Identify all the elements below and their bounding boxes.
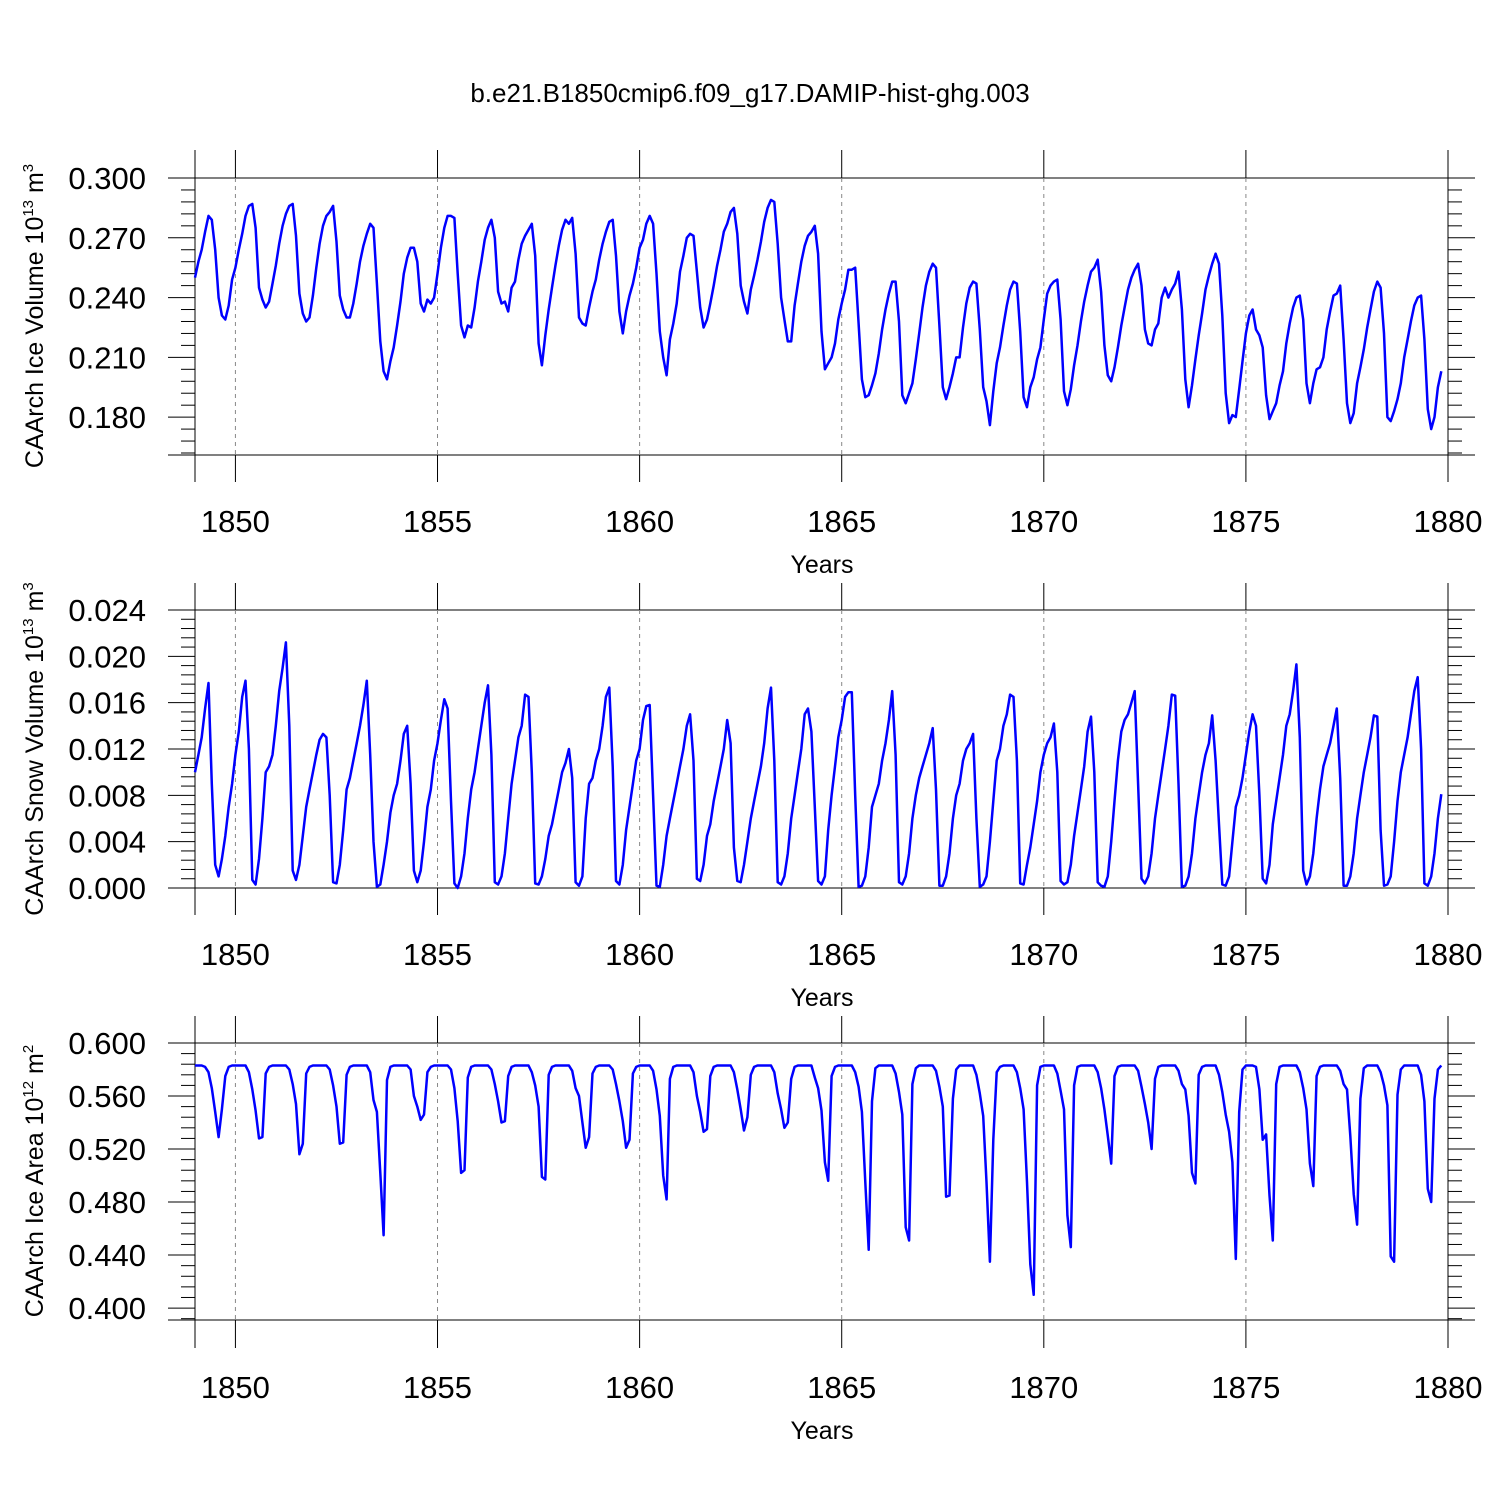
ice-area-series-line [195,1064,1443,1297]
snow-volume-ylabel-part: m [21,591,49,619]
snow-volume-ylabel-part: CAArch Snow Volume 10 [21,635,49,916]
ice-area-ylabel-part: m [21,1053,49,1081]
ice-area-xtick-label: 1875 [1211,1370,1280,1405]
ice-area-ytick-label: 0.480 [68,1185,146,1220]
ice-volume-xtick-label: 1855 [403,504,472,539]
snow-volume-xtick-label: 1850 [201,937,270,972]
ice-area-xtick-label: 1865 [807,1370,876,1405]
ice-volume-xtick-label: 1880 [1414,504,1483,539]
snow-volume-xtick-label: 1880 [1414,937,1483,972]
ice-volume-ylabel: CAArch Ice Volume 1013 m3 [20,164,49,468]
figure-title: b.e21.B1850cmip6.f09_g17.DAMIP-hist-ghg.… [470,78,1030,108]
ice-volume-ylabel-part: CAArch Ice Volume 10 [21,217,49,469]
snow-volume-ytick-label: 0.004 [68,825,146,860]
ice-area-xtick-label: 1855 [403,1370,472,1405]
ice-volume-xtick-label: 1875 [1211,504,1280,539]
snow-volume-ylabel-superscript: 3 [20,582,37,590]
ice-area-xtick-label: 1850 [201,1370,270,1405]
snow-volume-series-line [193,641,1443,890]
ice-area-xtick-label: 1880 [1414,1370,1483,1405]
ice-area-xtick-label: 1870 [1009,1370,1078,1405]
ice-area-xtick-label: 1860 [605,1370,674,1405]
ice-area-ytick-label: 0.400 [68,1291,146,1326]
snow-volume-xtick-label: 1860 [605,937,674,972]
ice-volume-series-line [193,198,1443,431]
snow-volume-ylabel: CAArch Snow Volume 1013 m3 [20,582,49,916]
ice-volume-xtick-label: 1860 [605,504,674,539]
snow-volume-xtick-label: 1865 [807,937,876,972]
ice-area-ytick-label: 0.520 [68,1132,146,1167]
ice-area-ytick-label: 0.560 [68,1079,146,1114]
ice-area-ylabel-superscript: 12 [20,1081,37,1098]
snow-volume-ytick-label: 0.020 [68,639,146,674]
ice-area-xlabel: Years [790,1417,853,1445]
ice-area-ytick-label: 0.600 [68,1026,146,1061]
snow-volume-xtick-label: 1855 [403,937,472,972]
snow-volume-xtick-label: 1875 [1211,937,1280,972]
ice-volume-ytick-label: 0.180 [68,400,146,435]
snow-volume-ytick-label: 0.000 [68,871,146,906]
ice-volume-xtick-label: 1870 [1009,504,1078,539]
ice-area-ylabel: CAArch Ice Area 1012 m2 [20,1045,49,1317]
snow-volume-ytick-label: 0.024 [68,593,146,628]
ice-area-ylabel-superscript: 2 [20,1045,37,1053]
ice-volume-ytick-label: 0.270 [68,221,146,256]
ice-area-ytick-label: 0.440 [68,1238,146,1273]
ice-area-ylabel-part: CAArch Ice Area 10 [21,1098,49,1318]
ice-volume-ytick-label: 0.300 [68,161,146,196]
snow-volume-ylabel-superscript: 13 [20,618,37,635]
ice-volume-ytick-label: 0.210 [68,340,146,375]
ice-volume-ylabel-superscript: 3 [20,164,37,172]
ice-volume-ytick-label: 0.240 [68,281,146,316]
snow-volume-xtick-label: 1870 [1009,937,1078,972]
snow-volume-ytick-label: 0.012 [68,732,146,767]
snow-volume-xlabel: Years [790,984,853,1012]
snow-volume-ytick-label: 0.016 [68,686,146,721]
ice-volume-xtick-label: 1865 [807,504,876,539]
ice-volume-ylabel-superscript: 13 [20,200,37,217]
ice-volume-ylabel-part: m [21,172,49,200]
ice-volume-xtick-label: 1850 [201,504,270,539]
ice-volume-xlabel: Years [790,551,853,579]
snow-volume-ytick-label: 0.008 [68,778,146,813]
